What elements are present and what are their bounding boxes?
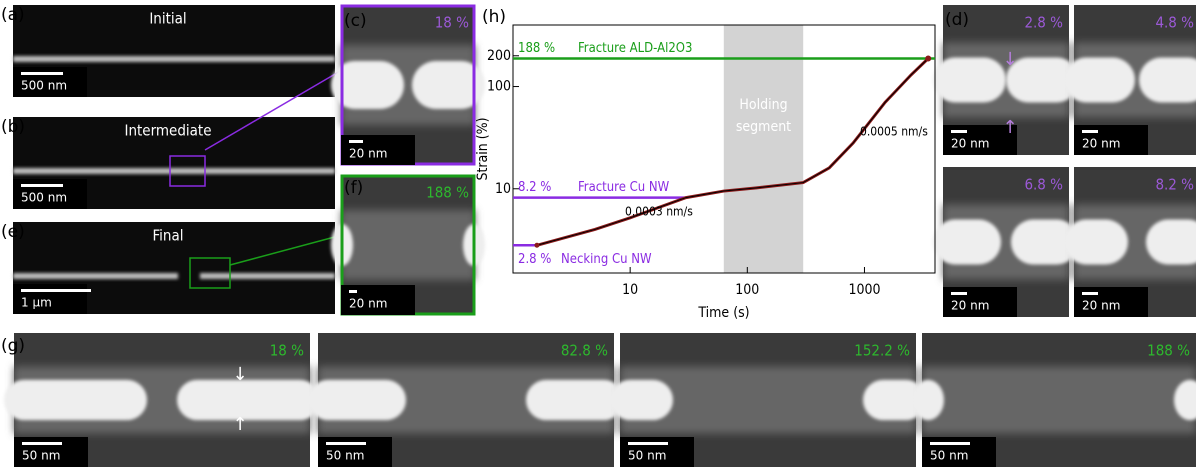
scale-label: 20 nm [349,297,387,311]
core [1064,220,1128,265]
x-tick-label: 1000 [848,282,880,298]
strain-label: 188 % [426,184,469,202]
reference-label: Fracture ALD-Al2O3 [578,41,692,56]
scale-bar [628,442,668,445]
scale-label: 20 nm [1082,299,1120,313]
scale-bar [1082,292,1098,295]
arrow: ↑ [1002,117,1017,138]
scale-bar [21,72,63,75]
core [1146,220,1196,265]
scale-bar [22,442,62,445]
scale-bar [930,442,970,445]
scale-label: 500 nm [21,191,67,205]
panel-label: (f) [344,178,363,198]
arrow: ↓ [232,364,247,385]
panel-label: (b) [1,117,25,137]
core [610,380,673,420]
y-tick-label: 100 [487,79,511,95]
scale-bar [326,442,366,445]
x-axis-label: Time (s) [697,305,749,321]
scale-label: 20 nm [1082,137,1120,151]
reference-label: Fracture Cu NW [578,180,670,195]
reference-value-label: 2.8 % [518,252,551,267]
strain-label: 6.8 % [1024,176,1063,194]
rate-annotation: 0.0005 nm/s [860,125,928,139]
caption: Final [153,227,184,245]
strain-label: 18 % [435,14,469,32]
scale-bar [1082,130,1098,133]
scale-label: 20 nm [349,147,387,161]
arrow: ↓ [1002,49,1017,70]
scale-bar [951,130,967,133]
panel-label: (c) [344,11,367,31]
core [1139,58,1196,103]
x-tick-label: 10 [622,282,638,298]
scale-label: 500 nm [21,79,67,93]
scale-label: 50 nm [628,449,666,463]
panel-label: (d) [945,10,969,30]
scale-label: 20 nm [951,137,989,151]
caption: Intermediate [124,122,211,140]
scale-label: 50 nm [326,449,364,463]
y-tick-label: 200 [487,48,511,64]
core [933,58,1006,103]
rate-annotation: 0.0003 nm/s [625,205,693,219]
panel-label: (g) [1,336,25,356]
end-point [925,56,931,62]
holding-label: Holding [739,97,787,113]
start-point [534,243,539,248]
strain-label: 2.8 % [1024,14,1063,32]
scale-bar [349,140,363,143]
core [4,380,147,420]
strain-label: 152.2 % [854,342,910,360]
wire [200,273,335,279]
core [177,380,320,420]
core [1064,58,1135,103]
wire [13,273,178,279]
x-tick-label: 100 [735,282,759,298]
reference-value-label: 188 % [518,41,555,56]
arrow: ↑ [232,414,247,435]
panel-label: (a) [1,5,25,25]
core [526,380,624,420]
strain-label: 82.8 % [561,342,608,360]
scale-bar [349,290,357,293]
panel-label: (h) [482,7,506,27]
core [912,380,944,420]
wire [13,168,335,174]
panel-label: (e) [1,222,25,242]
scale-bar [21,289,91,292]
scale-label: 50 nm [930,449,968,463]
core [933,220,1001,265]
strain-label: 8.2 % [1155,176,1194,194]
core [308,380,406,420]
scale-label: 50 nm [22,449,60,463]
scale-bar [21,184,63,187]
strain-label: 18 % [270,342,304,360]
figure: (a) Initial 500 nm (b) Intermediate 500 nm (e)… [0,0,1196,467]
wire [13,56,335,62]
reference-label: Necking Cu NW [561,252,652,267]
shell [922,367,1196,434]
holding-segment [724,25,803,273]
y-axis-label: Strain (%) [475,117,491,180]
y-tick-label: 10 [495,181,511,197]
caption: Initial [149,10,186,28]
scale-bar [951,292,967,295]
holding-label: segment [736,119,791,135]
scale-label: 20 nm [951,299,989,313]
reference-value-label: 8.2 % [518,180,551,195]
shell [341,210,475,280]
strain-label: 4.8 % [1155,14,1194,32]
strain-label: 188 % [1147,342,1190,360]
scale-label: 1 μm [21,296,52,310]
